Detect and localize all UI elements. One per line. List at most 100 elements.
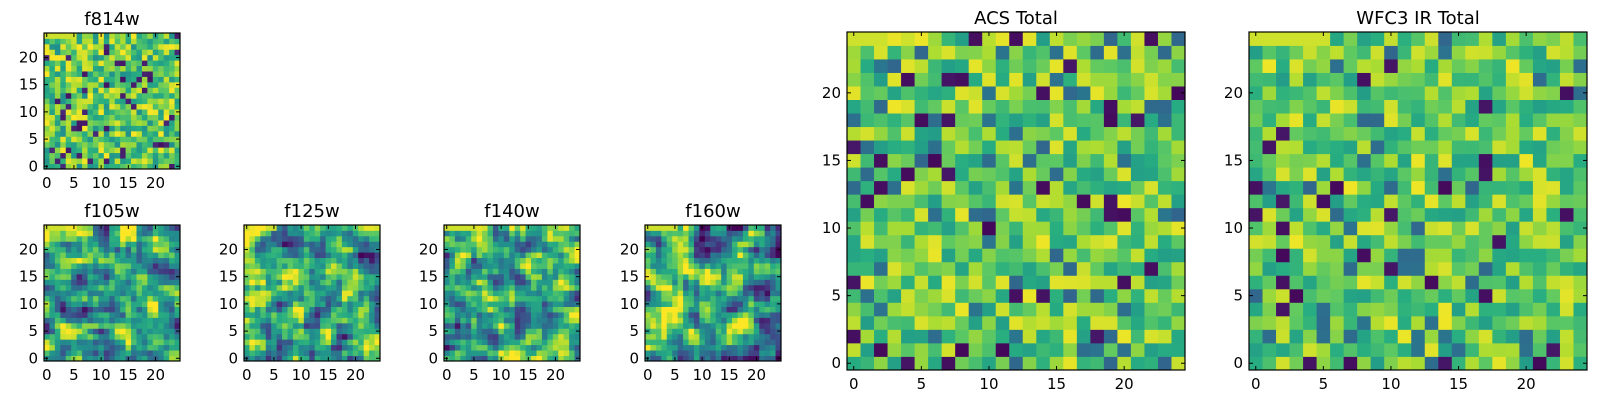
heatmap-cell	[968, 207, 983, 222]
heatmap-cell	[547, 333, 554, 340]
heatmap-cell	[672, 257, 679, 264]
heatmap-cell	[955, 113, 970, 128]
heatmap-cell	[525, 246, 532, 253]
heatmap-cell	[120, 333, 126, 340]
heatmap-cell	[1316, 59, 1331, 73]
heatmap-cell	[260, 355, 267, 362]
heatmap-cell	[1076, 261, 1091, 276]
heatmap-cell	[158, 38, 165, 45]
heatmap-cell	[1451, 329, 1466, 344]
heatmap-cell	[158, 158, 165, 164]
heatmap-cell	[677, 339, 684, 346]
heatmap-cell	[982, 59, 997, 73]
heatmap-cell	[369, 344, 375, 351]
heatmap-cell	[125, 344, 132, 351]
heatmap-cell	[476, 290, 483, 297]
heatmap-cell	[449, 257, 456, 264]
heatmap-cell	[174, 312, 181, 318]
heatmap-cell	[136, 268, 143, 275]
heatmap-cell	[482, 312, 488, 318]
heatmap-cell	[704, 230, 711, 237]
axes-frame	[644, 224, 782, 362]
heatmap-cell	[693, 306, 700, 313]
heatmap-cell	[369, 252, 375, 259]
heatmap-cell	[92, 125, 99, 132]
heatmap-cell	[454, 268, 461, 275]
heatmap-cell	[514, 328, 521, 335]
heatmap-cell	[726, 252, 733, 259]
heatmap-cell	[65, 114, 72, 121]
heatmap-cell	[1546, 342, 1561, 357]
heatmap-cell	[874, 248, 888, 263]
heatmap-cell	[158, 350, 165, 356]
heatmap-cell	[76, 268, 83, 275]
heatmap-cell	[1090, 315, 1105, 330]
heatmap-cell	[158, 344, 165, 351]
heatmap-cell	[1492, 275, 1507, 290]
heatmap-cell	[541, 312, 548, 318]
heatmap-cell	[492, 257, 499, 264]
heatmap-cell	[753, 290, 760, 297]
heatmap-cell	[449, 252, 456, 259]
heatmap-cell	[487, 241, 494, 248]
heatmap-cell	[569, 317, 575, 324]
heatmap-cell	[1009, 32, 1024, 46]
heatmap-cell	[1063, 275, 1078, 290]
heatmap-cell	[374, 235, 381, 242]
heatmap-cell	[552, 290, 559, 297]
heatmap-cell	[131, 103, 137, 110]
heatmap-cell	[60, 317, 67, 324]
heatmap-cell	[514, 268, 521, 275]
heatmap-cell	[276, 225, 283, 231]
heatmap-cell	[103, 125, 110, 132]
heatmap-cell	[331, 339, 337, 346]
heatmap-cell	[1546, 194, 1561, 209]
heatmap-cell	[1144, 32, 1159, 46]
heatmap-cell	[558, 322, 565, 329]
heatmap-cell	[721, 301, 727, 307]
heatmap-cell	[1397, 140, 1412, 155]
heatmap-cell	[131, 322, 137, 329]
heatmap-cell	[87, 81, 94, 88]
heatmap-cell	[152, 65, 159, 72]
heatmap-cell	[1063, 329, 1078, 344]
heatmap-cell	[1519, 180, 1534, 195]
heatmap-cell	[163, 49, 170, 56]
heatmap-cell	[775, 344, 782, 351]
heatmap-cell	[244, 263, 250, 269]
heatmap-cell	[136, 163, 143, 170]
heatmap-cell	[169, 92, 175, 99]
heatmap-cell	[1505, 342, 1520, 357]
heatmap-cell	[1022, 32, 1037, 46]
heatmap-cell	[1157, 329, 1172, 344]
heatmap-cell	[136, 295, 143, 302]
heatmap-cell	[914, 302, 929, 317]
heatmap-cell	[520, 268, 526, 275]
heatmap-cell	[487, 230, 494, 237]
heatmap-cell	[60, 120, 67, 126]
heatmap-cell	[1465, 32, 1480, 46]
heatmap-cell	[901, 45, 915, 60]
heatmap-cell	[169, 328, 175, 335]
heatmap-cell	[1438, 86, 1453, 100]
heatmap-cell	[742, 230, 749, 237]
heatmap-cell	[347, 268, 354, 275]
heatmap-cell	[748, 306, 755, 313]
heatmap-cell	[141, 103, 148, 110]
heatmap-cell	[941, 194, 956, 209]
heatmap-cell	[1036, 207, 1051, 222]
heatmap-cell	[65, 295, 72, 302]
heatmap-cell	[655, 241, 662, 248]
heatmap-cell	[710, 279, 717, 286]
heatmap-cell	[1384, 140, 1399, 155]
heatmap-cell	[1022, 167, 1037, 182]
heatmap-cell	[901, 99, 915, 114]
heatmap-cell	[87, 246, 94, 253]
heatmap-cell	[748, 235, 755, 242]
heatmap-cell	[995, 153, 1010, 168]
heatmap-cell	[82, 92, 88, 99]
heatmap-cell	[60, 235, 67, 242]
heatmap-cell	[320, 284, 326, 291]
heatmap-cell	[732, 317, 738, 324]
heatmap-cell	[352, 290, 359, 297]
